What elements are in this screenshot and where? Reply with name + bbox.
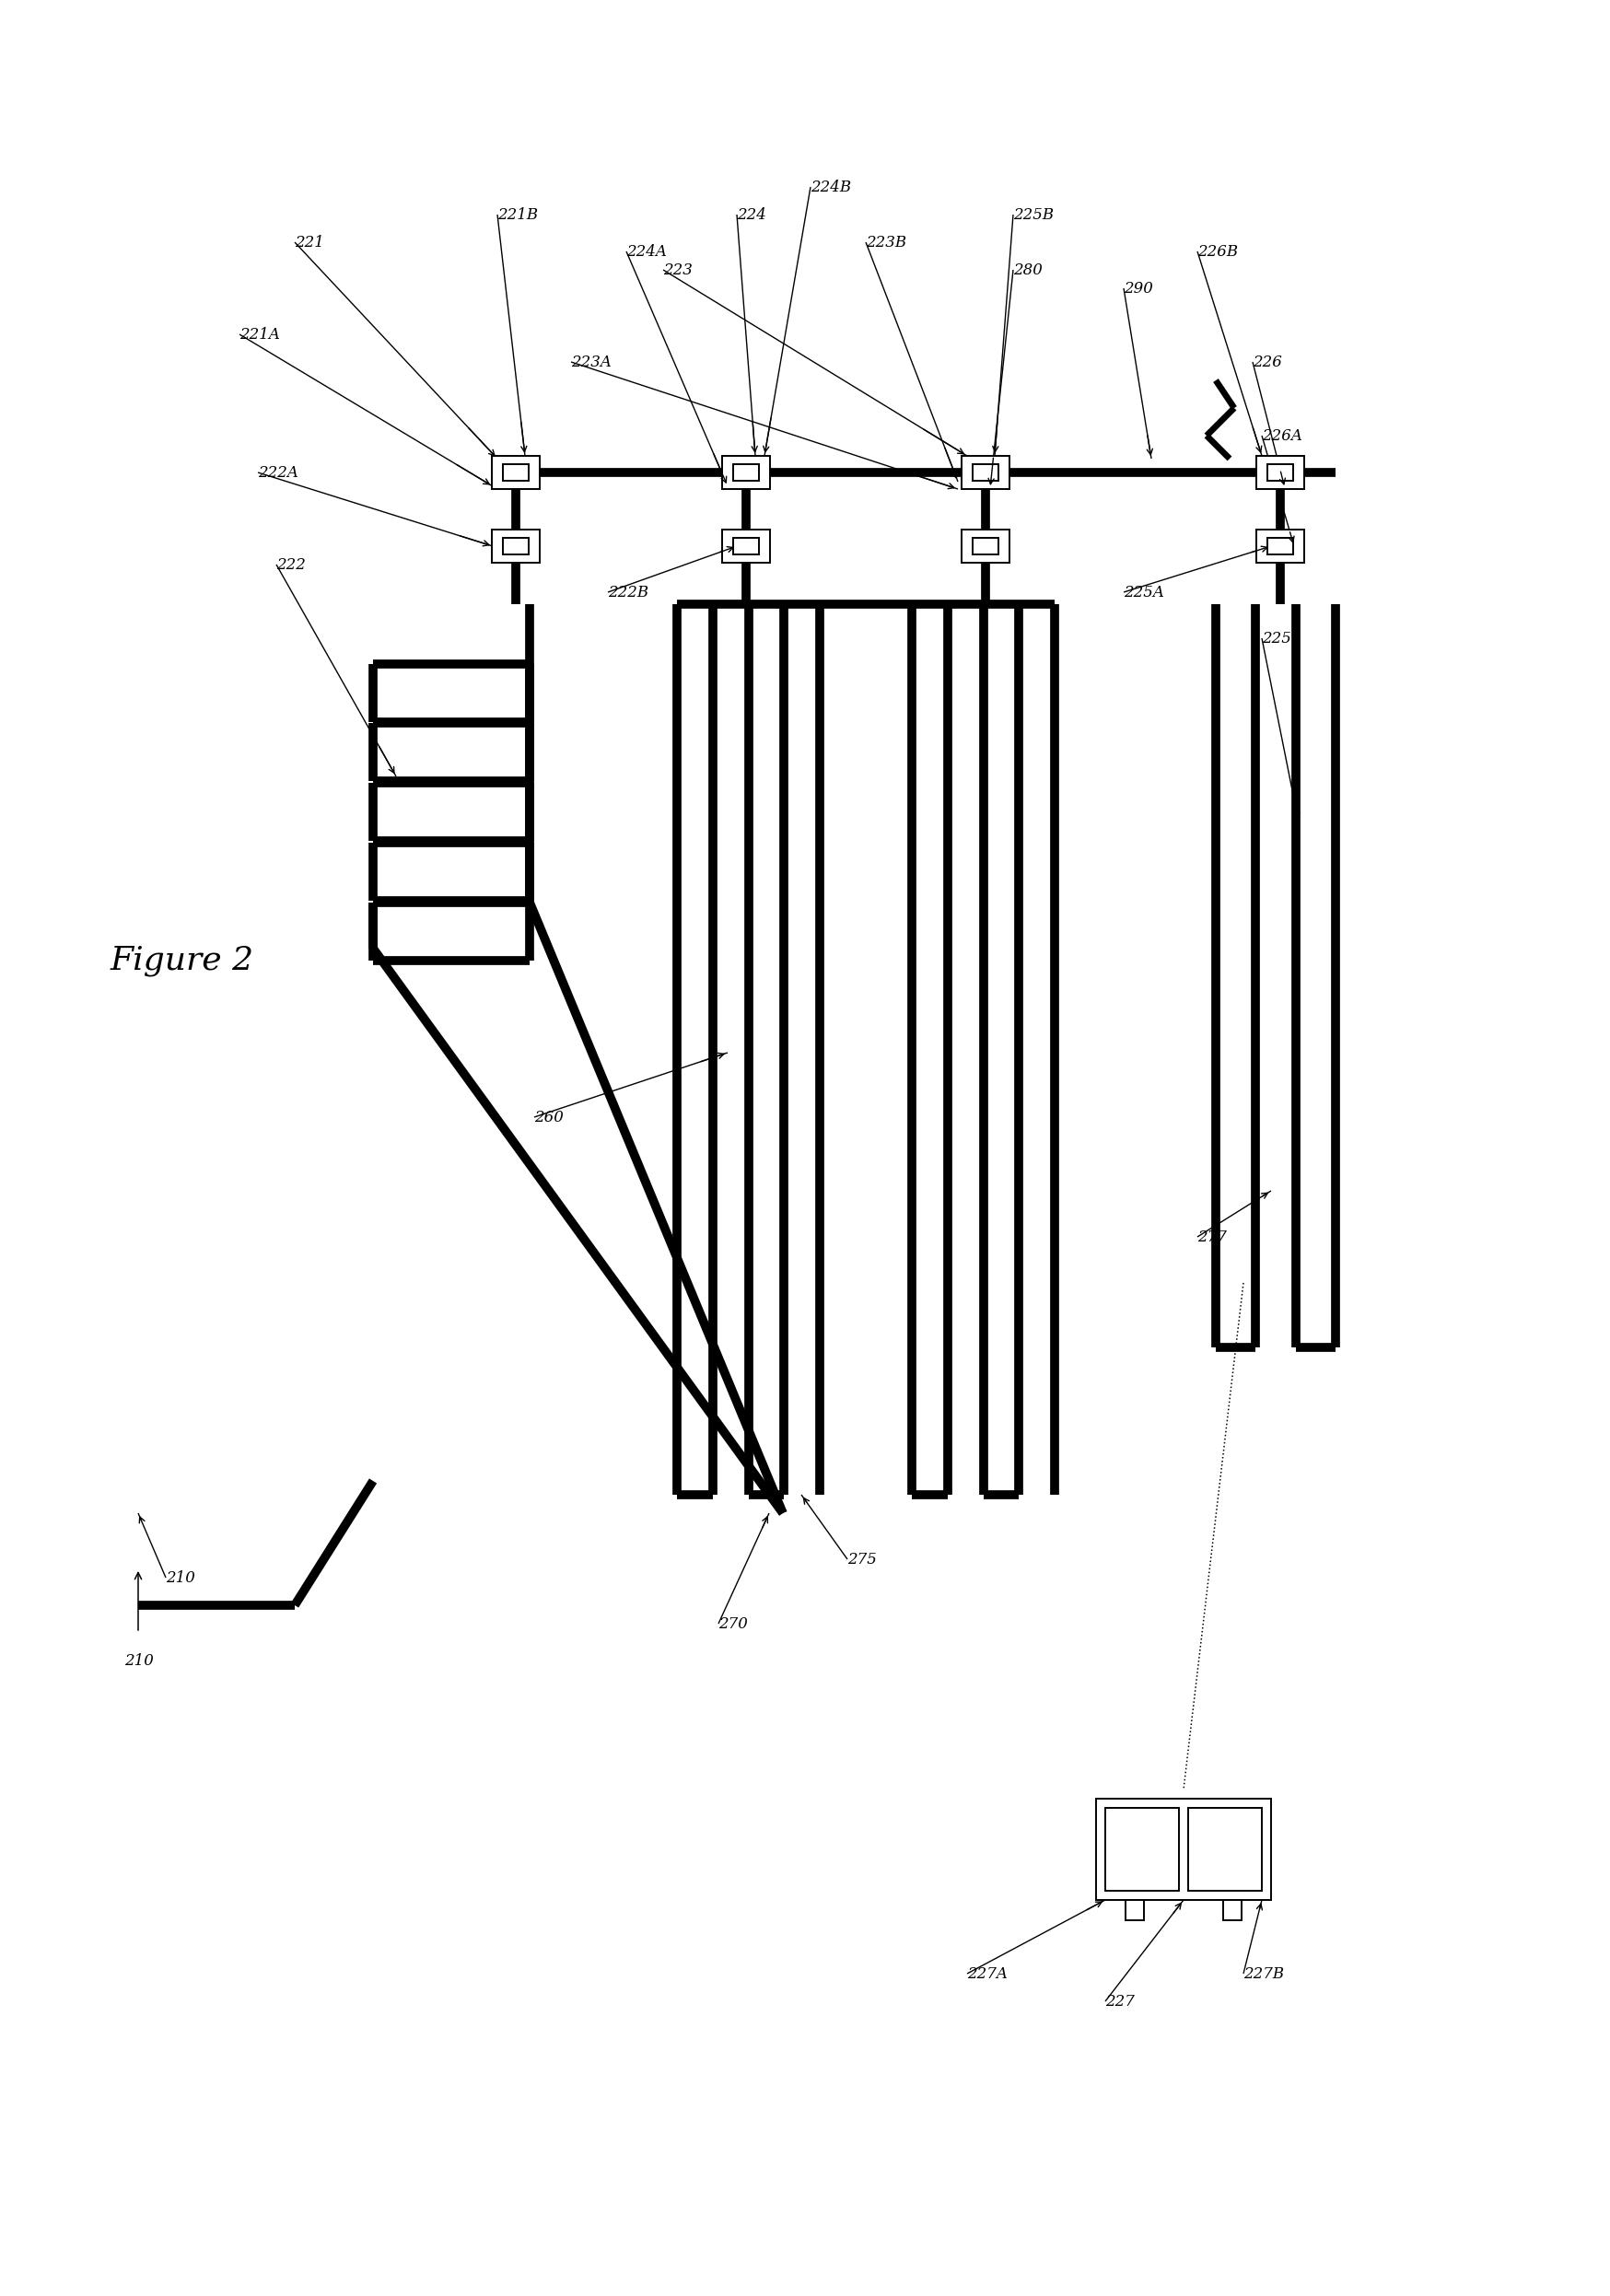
Text: 225A: 225A: [1124, 585, 1164, 599]
Text: 227B: 227B: [1243, 1965, 1285, 1981]
Text: 275: 275: [847, 1552, 877, 1568]
Bar: [1256, 530, 1304, 563]
Bar: [733, 537, 760, 556]
Text: 225B: 225B: [1013, 207, 1055, 223]
Text: 222: 222: [277, 556, 306, 572]
Bar: [1267, 537, 1293, 556]
Bar: [961, 530, 1009, 563]
Bar: [972, 464, 998, 482]
Text: 224: 224: [737, 207, 766, 223]
Bar: [972, 537, 998, 556]
Bar: [502, 464, 530, 482]
Bar: [961, 457, 1009, 489]
Text: 277: 277: [1198, 1228, 1227, 1244]
Text: 280: 280: [1013, 262, 1043, 278]
Bar: [733, 464, 760, 482]
Bar: [723, 530, 770, 563]
Text: 222B: 222B: [609, 585, 649, 599]
Bar: [502, 537, 530, 556]
Bar: [723, 457, 770, 489]
Bar: [1224, 1901, 1241, 1919]
Text: 270: 270: [718, 1616, 747, 1632]
Bar: [1096, 1798, 1270, 1901]
Text: 210: 210: [166, 1570, 195, 1587]
Text: 223: 223: [663, 262, 692, 278]
Text: 210: 210: [124, 1653, 153, 1669]
Text: Figure 2: Figure 2: [111, 946, 254, 976]
Text: 226: 226: [1253, 354, 1282, 370]
Text: 227: 227: [1104, 1993, 1135, 2009]
Text: 226A: 226A: [1262, 427, 1302, 443]
Bar: [1267, 464, 1293, 482]
Text: 223B: 223B: [866, 234, 906, 250]
Text: 225: 225: [1262, 631, 1291, 645]
Text: 221B: 221B: [497, 207, 538, 223]
Text: 226B: 226B: [1198, 243, 1238, 259]
Text: 221: 221: [295, 234, 324, 250]
Bar: [1256, 457, 1304, 489]
Text: 222A: 222A: [258, 464, 298, 480]
Bar: [1188, 1807, 1262, 1892]
Text: 227A: 227A: [968, 1965, 1008, 1981]
Bar: [491, 530, 539, 563]
Text: 221A: 221A: [240, 326, 280, 342]
Text: 290: 290: [1124, 280, 1153, 296]
Bar: [1104, 1807, 1179, 1892]
Text: 260: 260: [535, 1109, 564, 1125]
Text: 223A: 223A: [572, 354, 612, 370]
Text: 224A: 224A: [626, 243, 667, 259]
Bar: [1125, 1901, 1145, 1919]
Text: 224B: 224B: [810, 179, 852, 195]
Bar: [491, 457, 539, 489]
